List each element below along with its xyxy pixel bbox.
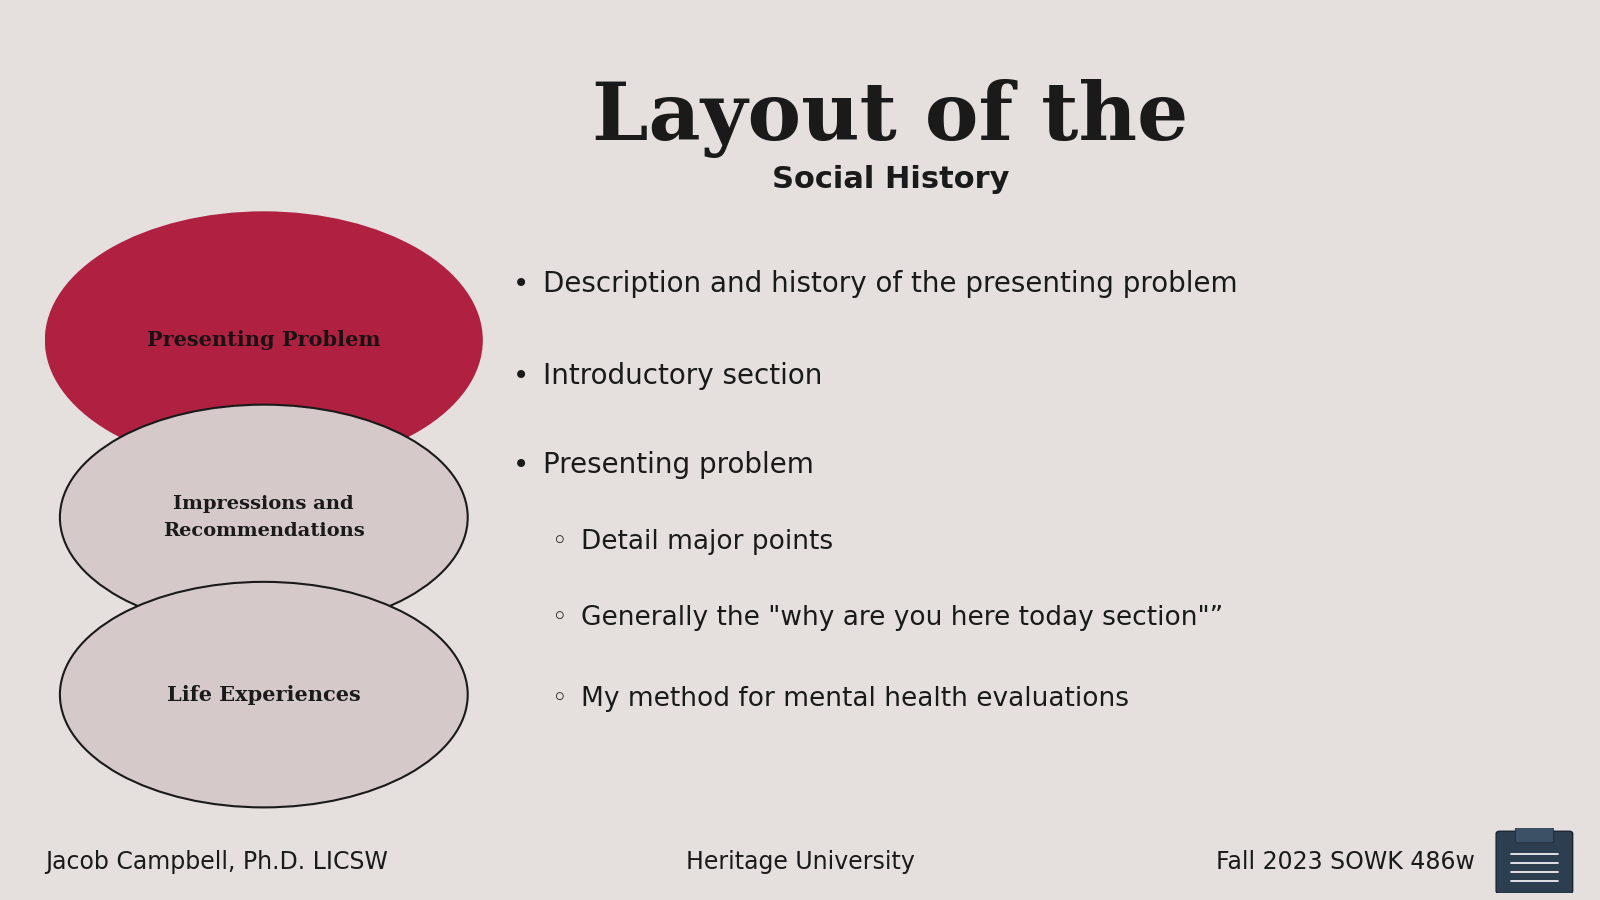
Text: •: • [512,363,528,391]
FancyBboxPatch shape [1515,827,1554,843]
Text: •: • [512,451,528,479]
Text: Generally the "why are you here today section"”: Generally the "why are you here today se… [581,605,1224,631]
Ellipse shape [45,212,483,469]
Text: Jacob Campbell, Ph.D. LICSW: Jacob Campbell, Ph.D. LICSW [45,850,387,874]
Text: •: • [512,270,528,298]
Text: ◦: ◦ [550,528,566,554]
Text: Presenting problem: Presenting problem [544,451,814,479]
Text: Fall 2023 SOWK 486w: Fall 2023 SOWK 486w [1216,850,1475,874]
Text: My method for mental health evaluations: My method for mental health evaluations [581,686,1130,712]
Text: ◦: ◦ [550,605,566,631]
Text: Presenting Problem: Presenting Problem [147,330,381,350]
Text: Life Experiences: Life Experiences [166,685,360,705]
Text: Layout of the: Layout of the [592,79,1189,158]
Text: Description and history of the presenting problem: Description and history of the presentin… [544,270,1238,298]
FancyBboxPatch shape [1496,832,1573,894]
Text: Heritage University: Heritage University [685,850,915,874]
Text: ◦: ◦ [550,686,566,712]
Ellipse shape [59,405,467,630]
Text: Impressions and
Recommendations: Impressions and Recommendations [163,495,365,540]
Ellipse shape [59,582,467,807]
Text: Social History: Social History [771,165,1010,194]
Text: Detail major points: Detail major points [581,528,834,554]
Text: Introductory section: Introductory section [544,363,822,391]
